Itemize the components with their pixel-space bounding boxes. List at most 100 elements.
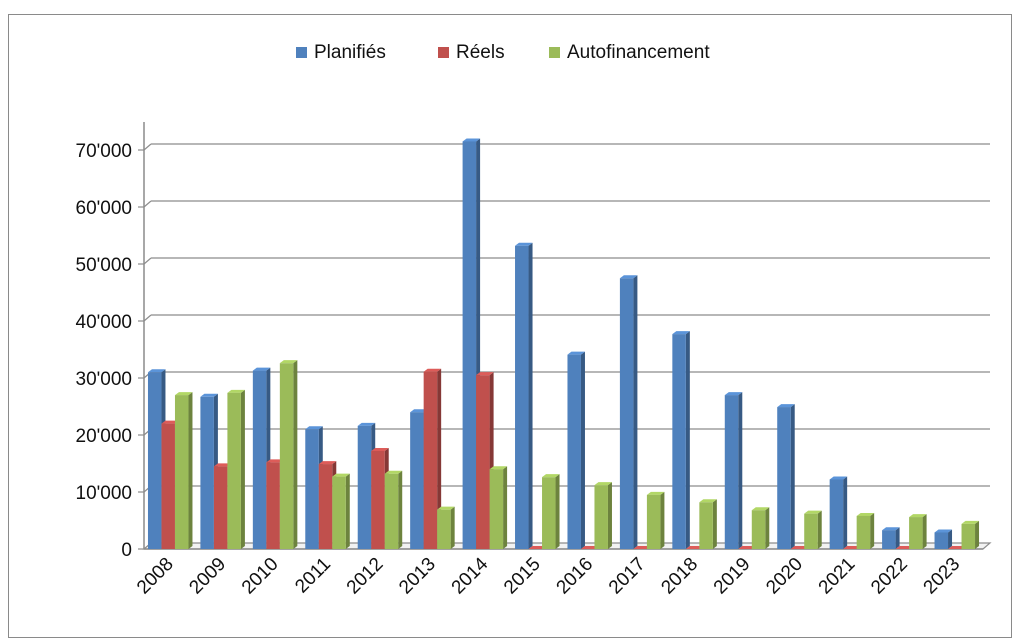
- bar-autofinancement-front: [437, 509, 451, 549]
- bar-r-els-top: [580, 546, 599, 549]
- bar-planifi-s-top: [252, 367, 271, 371]
- bar-r-els-top: [685, 546, 704, 549]
- bar-autofinancement: [699, 499, 717, 549]
- bar-autofinancement: [594, 482, 612, 549]
- bar-autofinancement-top: [961, 520, 980, 524]
- x-tick-label: 2008: [133, 554, 178, 599]
- bar-planifi-s-side: [580, 351, 585, 549]
- bar-r-els-front: [213, 466, 228, 549]
- x-tick-label: 2016: [553, 554, 598, 599]
- legend-label: Autofinancement: [567, 42, 710, 63]
- bar-r-els-front: [318, 464, 333, 549]
- bar-r-els-top: [528, 546, 547, 549]
- x-tick-label: 2012: [343, 554, 388, 599]
- bar-planifi-s-front: [200, 396, 214, 549]
- bar-autofinancement-top: [227, 389, 245, 393]
- bar-planifi-s-top: [567, 351, 585, 355]
- x-tick-label: 2022: [867, 554, 912, 599]
- bar-autofinancement: [751, 507, 770, 549]
- bar-r-els-side: [437, 368, 442, 549]
- bar-planifi-s: [934, 529, 953, 549]
- y-tick-label: 30'000: [76, 369, 132, 390]
- x-tick-label: 2009: [185, 554, 230, 599]
- bar-autofinancement-front: [909, 517, 923, 549]
- x-tick-label: 2019: [710, 554, 755, 599]
- y-tick-label: 10'000: [76, 483, 132, 504]
- bar-autofinancement: [227, 389, 245, 549]
- bar-autofinancement-side: [922, 514, 927, 549]
- bar-autofinancement-side: [503, 466, 508, 549]
- bar-autofinancement-side: [240, 389, 245, 549]
- bar-planifi-s-front: [934, 532, 949, 549]
- x-tick-label: 2010: [238, 554, 283, 599]
- x-tick-label: 2014: [448, 553, 493, 598]
- y-tick-label: 40'000: [76, 312, 132, 333]
- bar-autofinancement-front: [751, 510, 766, 549]
- bar-r-els-front: [423, 371, 438, 549]
- bar-r-els: [790, 546, 809, 549]
- bar-autofinancement-front: [646, 494, 661, 549]
- bar-planifi-s: [777, 404, 795, 549]
- bar-autofinancement-front: [856, 515, 871, 549]
- bar-autofinancement-top: [332, 473, 350, 477]
- bar-autofinancement-top: [279, 360, 298, 364]
- legend-swatch: [438, 47, 449, 58]
- legend-item: Autofinancement: [549, 42, 710, 63]
- bar-autofinancement-top: [804, 510, 822, 514]
- bar-r-els-front: [476, 375, 490, 549]
- bar-planifi-s-front: [462, 141, 477, 549]
- gridline-depth: [143, 257, 152, 265]
- gridline-depth: [143, 143, 152, 151]
- bar-planifi-s-top: [724, 392, 743, 396]
- bar-autofinancement: [909, 514, 927, 549]
- legend-swatch: [296, 47, 307, 58]
- gridline-depth: [143, 314, 152, 322]
- bar-r-els-top: [948, 546, 966, 549]
- bar-planifi-s-side: [685, 331, 690, 549]
- x-tick-label: 2018: [657, 554, 702, 599]
- bar-planifi-s-top: [357, 422, 376, 426]
- bar-autofinancement-top: [909, 514, 927, 518]
- bar-r-els-front: [266, 462, 280, 549]
- bar-autofinancement: [279, 360, 298, 549]
- x-tick-label: 2021: [815, 554, 860, 599]
- bar-r-els: [843, 546, 861, 549]
- bar-r-els: [738, 546, 756, 549]
- bar-planifi-s-front: [829, 479, 844, 549]
- x-tick-label: 2017: [605, 554, 650, 599]
- bar-autofinancement-side: [660, 491, 665, 549]
- bar-autofinancement-side: [398, 470, 403, 549]
- bar-autofinancement: [542, 474, 560, 549]
- bar-planifi-s-side: [633, 275, 638, 549]
- bar-autofinancement-side: [450, 506, 455, 549]
- bar-autofinancement-side: [188, 392, 193, 549]
- x-tick-label: 2013: [395, 554, 440, 599]
- bar-planifi-s: [672, 331, 690, 549]
- bar-planifi-s-side: [738, 392, 743, 549]
- bar-planifi-s-top: [147, 369, 166, 373]
- bar-autofinancement: [856, 512, 875, 549]
- bar-autofinancement-side: [765, 507, 770, 549]
- bar-autofinancement-top: [856, 512, 875, 516]
- bar-planifi-s-front: [619, 278, 634, 549]
- bar-planifi-s-top: [619, 275, 638, 279]
- bar-autofinancement: [489, 466, 508, 549]
- bar-autofinancement-side: [817, 510, 822, 549]
- bar-r-els: [685, 546, 704, 549]
- bar-r-els: [580, 546, 599, 549]
- bar-planifi-s-top: [882, 527, 900, 531]
- bars: [147, 138, 980, 549]
- bar-r-els: [423, 368, 442, 549]
- bar-r-els-top: [843, 546, 861, 549]
- bar-planifi-s-top: [829, 476, 848, 480]
- legend-swatch: [549, 47, 560, 58]
- bar-autofinancement-front: [804, 513, 818, 549]
- y-tick-label: 50'000: [76, 255, 132, 276]
- x-axis-ticks: 2008 2009 2010 2011 2012 2013 2014 2015 2016 2017…: [133, 553, 964, 598]
- bar-autofinancement-top: [542, 474, 560, 478]
- bar-autofinancement-top: [594, 482, 612, 486]
- bar-autofinancement-front: [594, 485, 608, 549]
- legend-label: Réels: [456, 42, 505, 63]
- bar-r-els-top: [423, 368, 442, 372]
